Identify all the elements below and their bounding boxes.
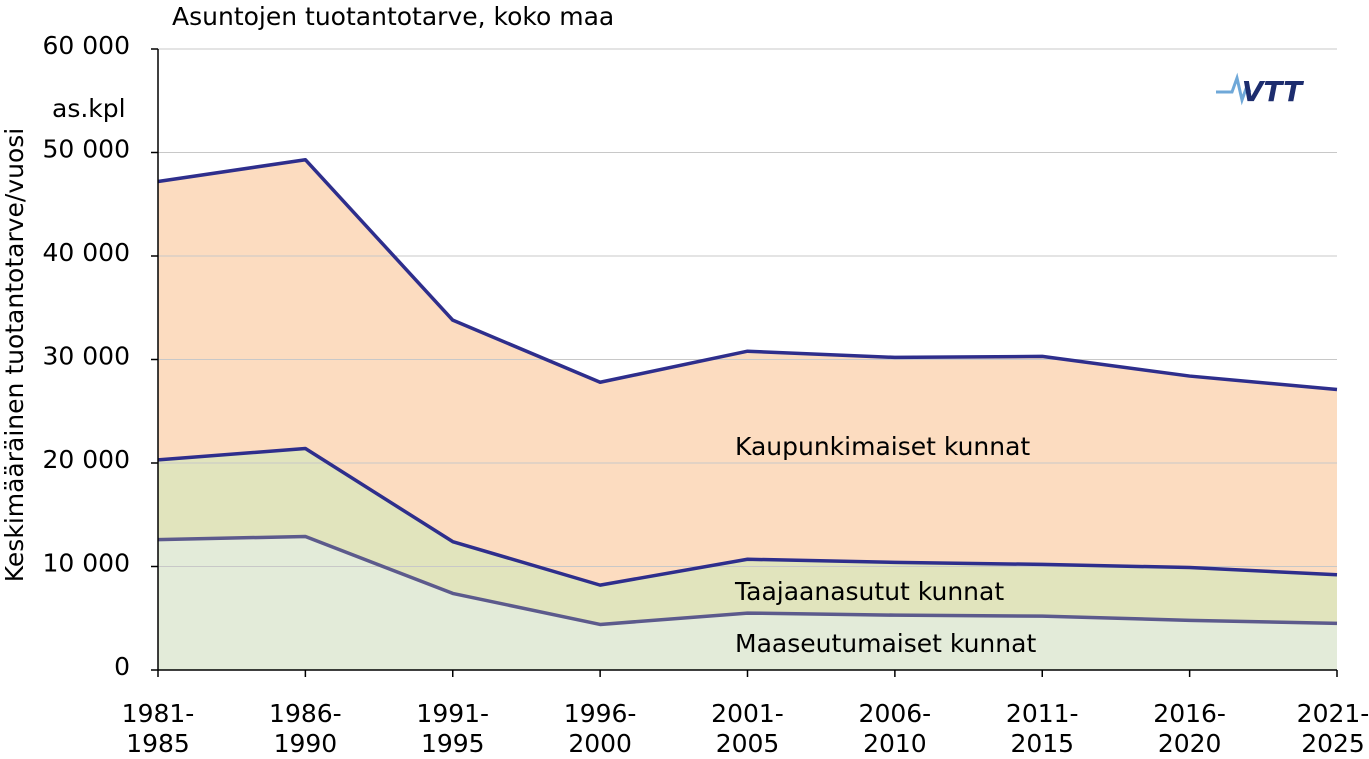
x-tick-label: 2025 <box>1301 729 1365 758</box>
x-tick-label: 1981- <box>122 699 195 728</box>
x-tick-label: 1996- <box>564 699 637 728</box>
x-tick-label: 1991- <box>416 699 489 728</box>
chart-title: Asuntojen tuotantotarve, koko maa <box>172 2 614 31</box>
series-label: Maaseutumaiset kunnat <box>735 629 1036 658</box>
x-tick-label: 2005 <box>716 729 780 758</box>
logo: VTT <box>1216 72 1304 108</box>
x-tick-label: 2001- <box>711 699 784 728</box>
y-tick-label: 60 000 <box>43 31 130 60</box>
area <box>158 159 1337 586</box>
y-tick-label: 20 000 <box>43 445 130 474</box>
y-tick-label: 10 000 <box>43 549 130 578</box>
series-label: Taajaanasutut kunnat <box>734 577 1004 606</box>
logo-text: VTT <box>1242 75 1304 108</box>
x-tick-label: 1985 <box>126 729 190 758</box>
x-tick-label: 2015 <box>1010 729 1074 758</box>
x-tick-label: 1986- <box>269 699 342 728</box>
series-line <box>157 157 1338 392</box>
x-tick-label: 2016- <box>1153 699 1226 728</box>
y-tick-label: 40 000 <box>43 238 130 267</box>
logo-mark <box>1216 72 1252 106</box>
x-tick-label: 2020 <box>1158 729 1222 758</box>
y-unit: as.kpl <box>52 94 126 123</box>
x-tick-label: 2021- <box>1297 699 1369 728</box>
x-tick-label: 2006- <box>859 699 932 728</box>
y-tick-label: 50 000 <box>43 135 130 164</box>
y-tick-label: 30 000 <box>43 342 130 371</box>
series-line <box>157 534 1338 627</box>
series-label: Kaupunkimaiset kunnat <box>735 432 1030 461</box>
y-axis-label: Keskimääräinen tuotantotarve/vuosi <box>0 128 29 582</box>
y-tick-label: 0 <box>114 652 130 681</box>
x-tick-label: 2011- <box>1006 699 1079 728</box>
area <box>158 536 1337 670</box>
x-tick-label: 1995 <box>421 729 485 758</box>
x-tick-label: 2000 <box>568 729 632 758</box>
area <box>158 448 1337 625</box>
x-tick-label: 2010 <box>863 729 927 758</box>
x-tick-label: 1990 <box>274 729 338 758</box>
series-line <box>157 446 1338 587</box>
